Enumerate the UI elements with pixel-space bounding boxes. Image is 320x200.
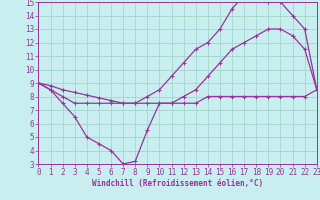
X-axis label: Windchill (Refroidissement éolien,°C): Windchill (Refroidissement éolien,°C) — [92, 179, 263, 188]
